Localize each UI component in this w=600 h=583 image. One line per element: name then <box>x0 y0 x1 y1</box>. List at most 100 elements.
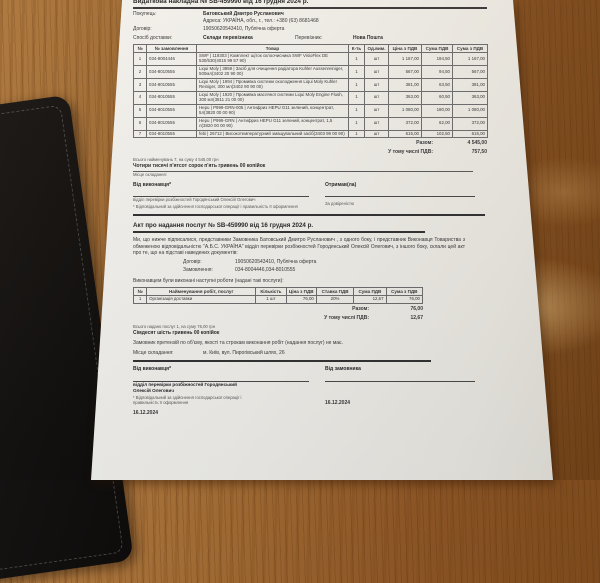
act-executor-note: * Відповідальний за здійснення господарс… <box>133 394 242 406</box>
act-total-value: 76,00 <box>410 306 423 313</box>
invoice-total-row: Разом: 4 545,00 <box>133 140 487 147</box>
table-cell: 3 <box>133 78 147 92</box>
table-row: 1 034-8004446 SWF | 119303 | Комплект щіто… <box>133 52 488 67</box>
goods-table-header-row: № № замовлення Товар К-ть Од.вим. Ціна з ПДВ С… <box>133 44 488 54</box>
column-header: К-ть <box>348 44 365 54</box>
table-cell: 1 <box>132 295 148 305</box>
act-work-intro: Виконавцем були виконані наступні роботи… <box>133 277 284 284</box>
signature-line <box>133 196 309 198</box>
table-cell: 7 <box>133 129 147 139</box>
act-title: Акт про надання послуг № SB-459990 від 1… <box>133 222 314 230</box>
table-cell: 1 <box>348 91 365 105</box>
table-cell: 567,00 <box>452 65 488 80</box>
section-divider <box>133 214 485 217</box>
invoice-amount-words: Чотири тисячі п'ятсот сорок п'ять гривен… <box>133 162 266 169</box>
act-date-right: 16.12.2024 <box>325 399 351 406</box>
table-cell: 034-8010555 <box>146 91 197 105</box>
table-cell: 1 080,00 <box>452 103 488 118</box>
column-header: Товар <box>196 44 349 54</box>
act-order-row: Замовлення: 034-8004446,034-8010555 <box>183 267 487 274</box>
table-cell: 381,00 <box>388 78 422 92</box>
table-cell: 63,50 <box>421 78 453 92</box>
table-cell: 034-8010555 <box>146 116 197 131</box>
paper-shadow: Видаткова накладна № SB-459990 від 16 гр… <box>91 0 553 480</box>
table-row: 2 034-8010555 Liqui Moly | 3959 | Засіб дл… <box>133 65 488 80</box>
invoice-vat-row: У тому числі ПДВ: 757,50 <box>133 149 487 156</box>
services-table-header-row: № Найменування робіт, послуг Кількість Ціна… <box>132 287 424 297</box>
carrier-label: Перевізник: <box>295 34 323 41</box>
delivery-value: Склади перевізника <box>203 34 253 41</box>
table-cell: 20% <box>315 295 355 305</box>
invoice-receiver-column: Отримав(ла) За довіреністю <box>325 182 475 209</box>
act-signatures: Від виконавця* відділ перевірки розбіжно… <box>133 366 487 416</box>
invoice-from-executor: Від виконавця* <box>133 181 172 188</box>
table-cell: 1 167,00 <box>388 52 422 67</box>
act-place-label: Місце складання: <box>133 349 174 356</box>
divider <box>133 171 473 173</box>
act-contract-value: 19050620543410, Публічна оферта <box>235 258 317 265</box>
act-executor-name: відділ перевірки розбіжностей Городянськ… <box>133 381 237 393</box>
invoice-total-label: Разом: <box>416 140 433 147</box>
column-header: Сума з ПДВ <box>385 287 424 297</box>
table-row: 7 034-8010555 febi | 26712 | Високотемпера… <box>133 129 488 139</box>
spacer <box>309 366 325 416</box>
contract-row: Договір: 19050620543410, Публічна оферта <box>133 26 487 33</box>
services-table-body: 1 Організація доставки 1 шт 76,00 20% 12,67 76… <box>132 295 424 305</box>
table-cell: Liqui Moly | 1994 | Промивка системи охо… <box>196 78 349 92</box>
act-from-executor: Від виконавця* <box>133 366 172 373</box>
spacer <box>309 182 325 209</box>
act-vat-row: У тому числі ПДВ: 12,67 <box>133 315 423 322</box>
act-executor-column: Від виконавця* відділ перевірки розбіжно… <box>133 366 309 416</box>
act-date-left: 16.12.2024 <box>133 409 159 416</box>
invoice-vat-label: У тому числі ПДВ: <box>388 148 433 155</box>
act-place-value: м. Київ, вул. Пирогівський шлях, 26 <box>203 349 285 356</box>
table-cell: 034-8010555 <box>146 65 197 80</box>
contract-label: Договір: <box>133 26 152 33</box>
table-cell: 034-8010555 <box>146 103 197 118</box>
table-cell: 1 <box>348 78 365 92</box>
column-header: № <box>133 44 147 54</box>
table-cell: 6 <box>133 116 147 131</box>
act-claims: Замовник претензій по об'єму, якості та … <box>133 340 343 347</box>
table-cell: шт <box>364 116 389 131</box>
column-header: Ціна з ПДВ <box>285 287 317 297</box>
signature-line <box>325 380 475 382</box>
act-vat-label: У тому числі ПДВ: <box>324 314 369 321</box>
column-header: № замовлення <box>146 44 197 54</box>
invoice-total-value: 4 545,00 <box>467 140 487 147</box>
invoice-executor-column: Від виконавця* відділ перевірки розбіжно… <box>133 182 309 209</box>
invoice-signatures: Від виконавця* відділ перевірки розбіжно… <box>133 182 487 209</box>
table-cell: 76,00 <box>285 295 317 305</box>
table-cell: 615,00 <box>388 129 422 139</box>
table-cell: 76,00 <box>385 295 424 305</box>
table-cell: 372,00 <box>388 116 422 131</box>
table-cell: шт <box>364 65 389 80</box>
table-cell: Liqui Moly | 1920 | Промивка масляної си… <box>196 91 349 105</box>
column-header: Ціна з ПДВ <box>388 44 422 54</box>
table-cell: 1 <box>348 103 365 118</box>
act-title-rule <box>133 231 425 234</box>
buyer-label: Покупець: <box>133 11 157 18</box>
table-cell: 102,50 <box>421 129 453 139</box>
act-contract-row: Договір: 19050620543410, Публічна оферта <box>183 259 487 266</box>
delivery-row: Спосіб доставки: Склади перевізника Пере… <box>133 35 487 42</box>
act-from-customer: Від замовника <box>325 366 361 373</box>
table-cell: febi | 26712 | Високотемпературний змащу… <box>196 129 349 139</box>
invoice-vat-value: 757,50 <box>471 148 487 155</box>
column-header: № <box>132 287 148 297</box>
table-cell: 363,00 <box>388 91 422 105</box>
table-cell: 1 <box>348 116 365 131</box>
signature-line <box>133 380 309 382</box>
act-order-value: 034-8004446,034-8010555 <box>235 267 296 274</box>
table-cell: 372,00 <box>452 116 488 131</box>
table-cell: Hepu | P999-GRN-005 | Антифриз HEPU G11 … <box>196 103 349 118</box>
contract-value: 19050620543410, Публічна оферта <box>203 26 285 33</box>
act-total-row: Разом: 76,00 <box>133 306 423 313</box>
table-cell: 1 167,00 <box>452 52 488 67</box>
carrier-value: Нова Пошта <box>353 34 383 41</box>
table-cell: 034-8004446 <box>146 52 197 67</box>
table-cell: 94,50 <box>421 65 453 80</box>
table-cell: 615,00 <box>452 129 488 139</box>
delivery-label: Спосіб доставки: <box>133 34 173 41</box>
buyer-name: Батовський Дмитро Русланович <box>203 11 284 18</box>
